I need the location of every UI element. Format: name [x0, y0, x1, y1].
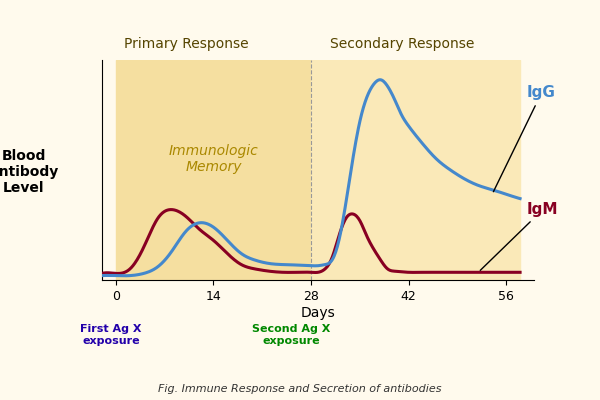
Bar [116, 60, 311, 280]
Text: Second Ag X
exposure: Second Ag X exposure [252, 324, 330, 346]
Bar [311, 60, 520, 280]
Text: Primary Response: Primary Response [124, 37, 248, 51]
Text: IgG: IgG [493, 86, 556, 192]
Text: First Ag X
exposure: First Ag X exposure [80, 324, 142, 346]
Text: Secondary Response: Secondary Response [330, 37, 474, 51]
Text: IgM: IgM [480, 202, 559, 270]
X-axis label: Days: Days [301, 306, 335, 320]
Text: Fig. Immune Response and Secretion of antibodies: Fig. Immune Response and Secretion of an… [158, 384, 442, 394]
Text: Blood
Antibody
Level: Blood Antibody Level [0, 149, 59, 195]
Text: Immunologic
Memory: Immunologic Memory [169, 144, 259, 174]
